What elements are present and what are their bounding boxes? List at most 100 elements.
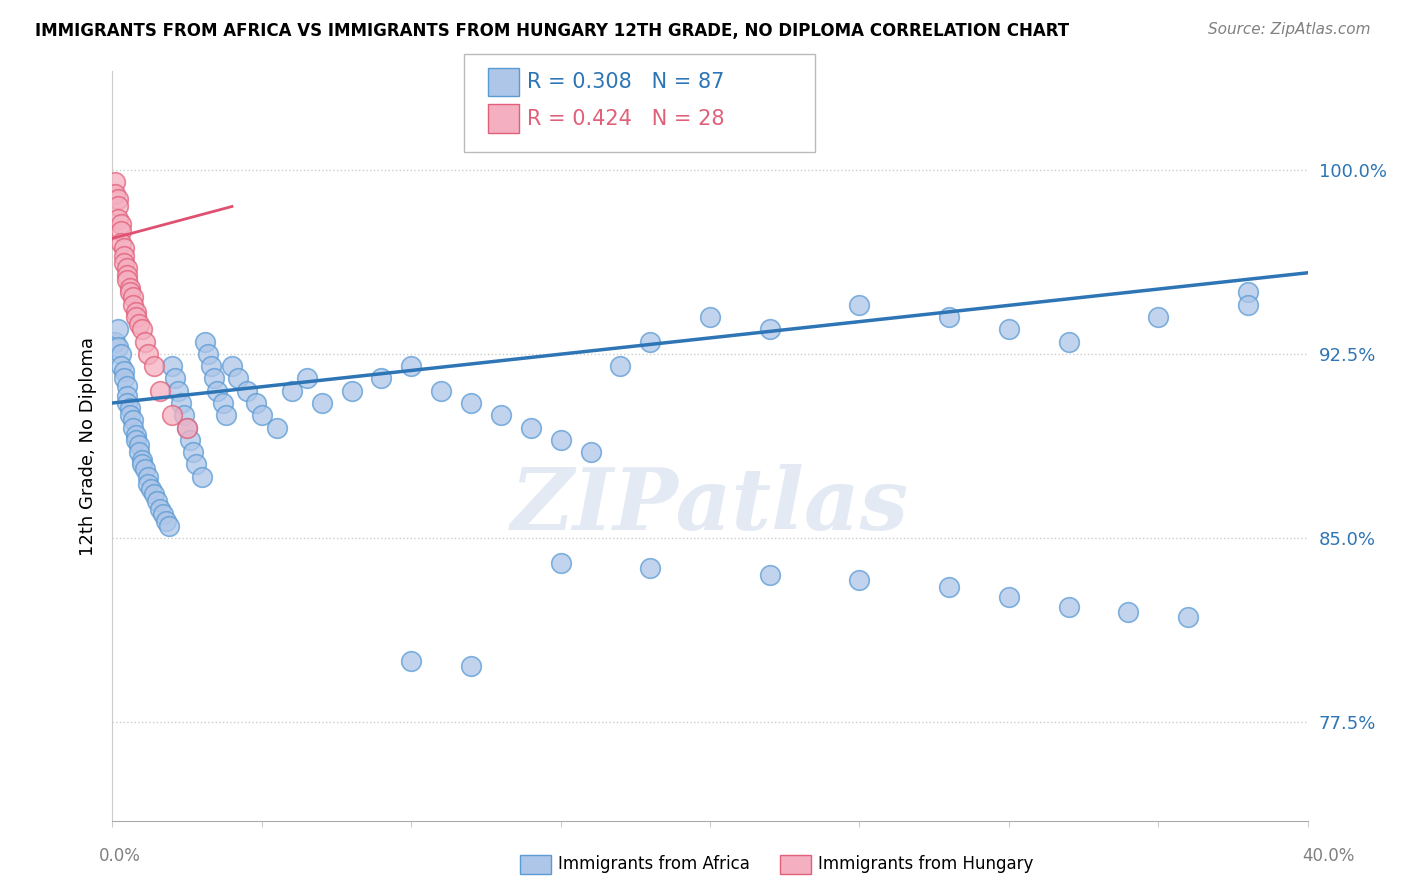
Point [266,420,288,434]
Point [114,364,135,378]
Point [110,347,132,361]
Point [110,359,132,373]
Point [1237,298,1260,312]
Point [167,384,190,398]
Point [141,482,163,496]
Point [179,433,201,447]
Point [191,469,214,483]
Point [149,501,172,516]
Point [245,396,267,410]
Point [640,560,662,574]
Text: ZIPatlas: ZIPatlas [510,464,910,548]
Point [998,322,1021,336]
Point [143,487,166,501]
Point [176,420,198,434]
Point [215,409,238,423]
Point [122,298,145,312]
Point [107,322,129,336]
Point [107,211,129,226]
Point [1147,310,1170,324]
Point [221,359,243,373]
Point [938,310,960,324]
Point [1057,334,1080,349]
Point [114,256,135,270]
Point [128,438,150,452]
Point [194,334,217,349]
Point [122,413,145,427]
Point [131,452,153,467]
Point [131,458,153,472]
Point [117,396,139,410]
Point [489,409,512,423]
Point [125,433,148,447]
Point [401,654,423,668]
Text: Source: ZipAtlas.com: Source: ZipAtlas.com [1208,22,1371,37]
Point [114,241,135,255]
Point [146,494,169,508]
Point [340,384,363,398]
Point [1177,609,1199,624]
Point [226,371,249,385]
Point [143,359,166,373]
Point [250,409,273,423]
Point [125,310,148,324]
Point [460,396,482,410]
Point [202,371,225,385]
Point [120,409,142,423]
Point [122,290,145,304]
Point [295,371,318,385]
Point [848,573,870,587]
Point [848,298,870,312]
Point [122,420,145,434]
Point [609,359,631,373]
Point [520,420,543,434]
Point [117,268,139,283]
Point [157,519,180,533]
Point [110,236,132,251]
Point [759,322,782,336]
Point [107,339,129,353]
Point [370,371,392,385]
Point [125,428,148,442]
Point [550,433,572,447]
Point [460,658,482,673]
Point [104,187,127,202]
Point [125,305,148,319]
Point [1118,605,1140,619]
Point [138,477,160,491]
Point [110,217,132,231]
Point [152,507,174,521]
Text: R = 0.424   N = 28: R = 0.424 N = 28 [527,109,724,128]
Point [1057,599,1080,614]
Point [281,384,304,398]
Text: 40.0%: 40.0% [1302,847,1355,865]
Point [131,322,153,336]
Text: Immigrants from Hungary: Immigrants from Hungary [818,855,1033,873]
Point [114,371,135,385]
Point [128,318,150,332]
Point [311,396,333,410]
Point [236,384,259,398]
Point [162,359,183,373]
Point [170,396,193,410]
Point [155,514,177,528]
Text: IMMIGRANTS FROM AFRICA VS IMMIGRANTS FROM HUNGARY 12TH GRADE, NO DIPLOMA CORRELA: IMMIGRANTS FROM AFRICA VS IMMIGRANTS FRO… [35,22,1070,40]
Point [550,556,572,570]
Point [759,568,782,582]
Point [205,384,228,398]
Point [1237,285,1260,300]
Point [134,462,156,476]
Point [197,347,219,361]
Y-axis label: 12th Grade, No Diploma: 12th Grade, No Diploma [79,336,97,556]
Point [173,409,195,423]
Point [138,469,160,483]
Point [104,334,127,349]
Point [120,401,142,415]
Point [212,396,235,410]
Point [107,192,129,206]
Point [162,409,183,423]
Text: R = 0.308   N = 87: R = 0.308 N = 87 [527,72,724,92]
Point [938,580,960,594]
Point [134,334,156,349]
Point [176,420,198,434]
